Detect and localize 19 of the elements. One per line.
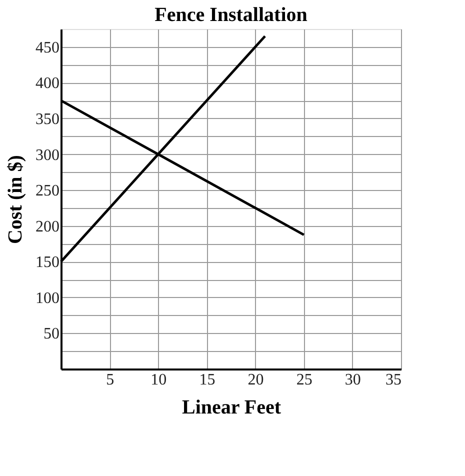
y-tick-label: 200 <box>36 218 60 236</box>
y-axis-title: Cost (in $) <box>4 155 26 244</box>
x-tick-label: 35 <box>386 372 402 388</box>
y-tick-label: 350 <box>36 110 60 128</box>
x-tick-label: 20 <box>248 372 264 388</box>
x-tick-label: 10 <box>150 372 167 388</box>
y-tick-label: 150 <box>36 254 60 272</box>
x-axis-title: Linear Feet <box>182 396 282 418</box>
x-tick-label: 25 <box>296 372 312 388</box>
y-tick-label: 50 <box>44 326 60 343</box>
y-tick-label: 300 <box>36 146 60 164</box>
y-tick-label: 100 <box>36 290 60 307</box>
x-tick-label: 15 <box>199 372 216 388</box>
x-tick-label: 5 <box>106 372 114 388</box>
x-tick-label: 30 <box>344 372 361 388</box>
y-tick-label: 450 <box>36 39 60 56</box>
y-tick-label: 250 <box>36 182 60 200</box>
chart-title: Fence Installation <box>154 4 308 26</box>
y-tick-label: 400 <box>36 75 60 92</box>
